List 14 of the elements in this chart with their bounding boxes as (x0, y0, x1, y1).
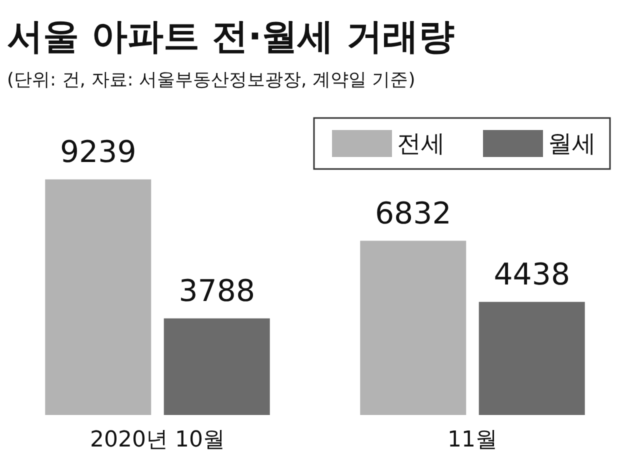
x-tick-label: 11월 (448, 428, 498, 452)
chart-subtitle: (단위: 건, 자료: 서울부동산정보광장, 계약일 기준) (7, 70, 416, 90)
legend-label: 월세 (548, 130, 596, 158)
data-label: 3788 (178, 274, 256, 309)
chart-title: 서울 아파트 전·월세 거래량 (7, 16, 454, 58)
x-tick-label: 2020년 10월 (90, 428, 225, 452)
legend-label: 전세 (397, 130, 445, 158)
bar (360, 240, 466, 415)
data-label: 9239 (60, 134, 136, 170)
bar (478, 302, 585, 415)
bar (45, 179, 152, 415)
data-label: 4438 (494, 257, 570, 292)
data-label: 6832 (374, 196, 452, 232)
bar (164, 318, 270, 415)
